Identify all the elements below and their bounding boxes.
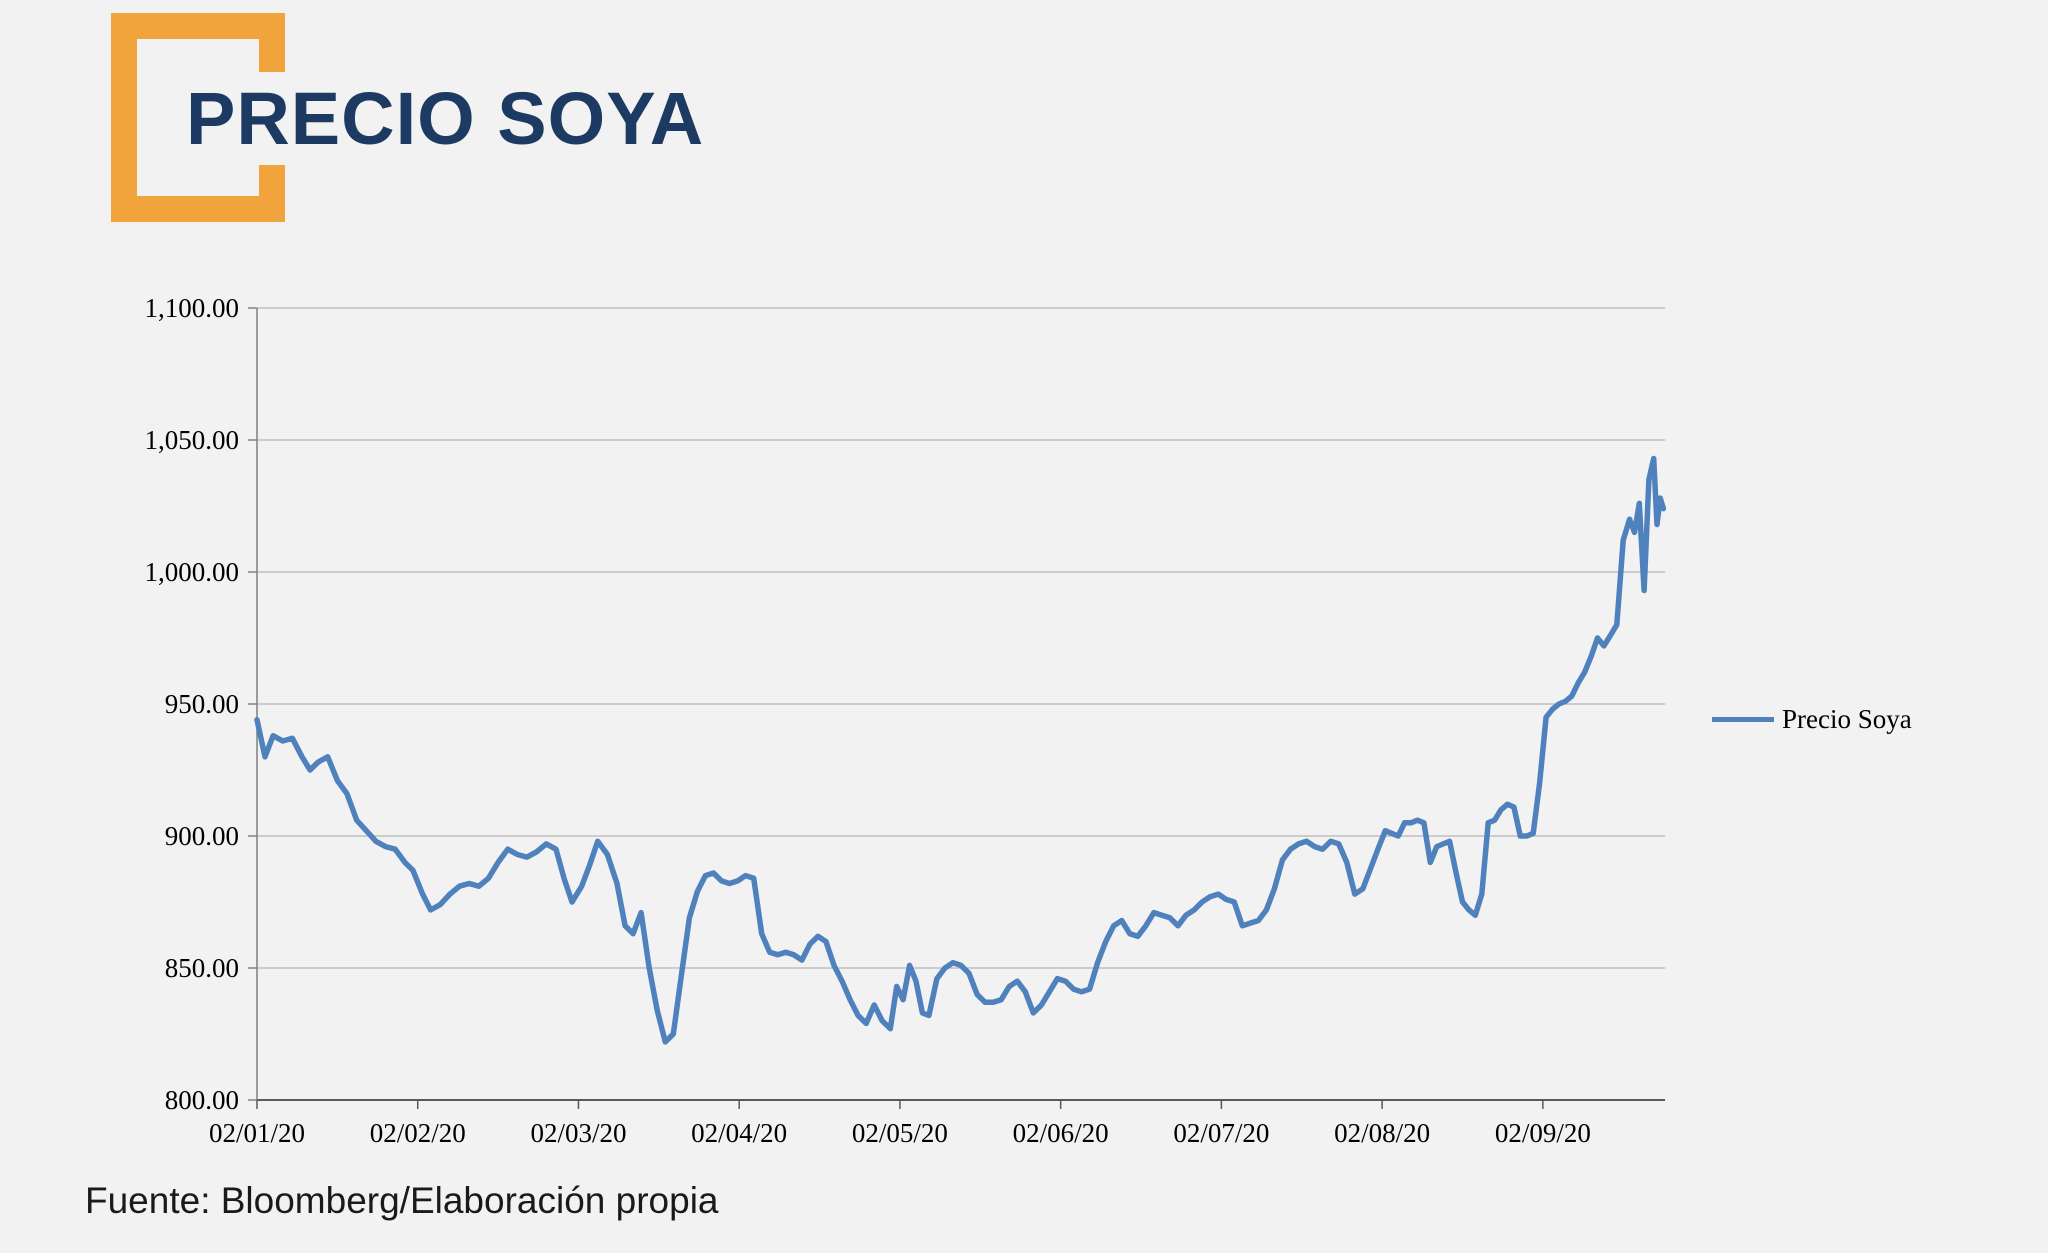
y-axis-label: 1,100.00 bbox=[145, 293, 240, 323]
page-title: PRECIO SOYA bbox=[150, 72, 729, 166]
x-axis-label: 02/08/20 bbox=[1334, 1118, 1430, 1148]
source-note: Fuente: Bloomberg/Elaboración propia bbox=[85, 1180, 719, 1221]
y-axis-label: 1,000.00 bbox=[145, 557, 240, 587]
legend: Precio Soya bbox=[1712, 704, 1912, 735]
x-axis-label: 02/02/20 bbox=[370, 1118, 466, 1148]
price-line bbox=[254, 455, 1667, 1045]
x-axis-label: 02/07/20 bbox=[1173, 1118, 1269, 1148]
y-axis-label: 1,050.00 bbox=[145, 425, 240, 455]
x-axis-label: 02/03/20 bbox=[530, 1118, 626, 1148]
x-axis-label: 02/04/20 bbox=[691, 1118, 787, 1148]
x-axis-label: 02/06/20 bbox=[1013, 1118, 1109, 1148]
price-chart-svg: 800.00 850.00 900.00 950.00 1,000.00 1,050.00… bbox=[145, 293, 1667, 1148]
y-axis-label: 900.00 bbox=[165, 821, 239, 851]
legend-label: Precio Soya bbox=[1782, 704, 1912, 734]
y-axis-label: 950.00 bbox=[165, 689, 239, 719]
y-axis-label: 850.00 bbox=[165, 953, 239, 983]
x-axis-label: 02/09/20 bbox=[1495, 1118, 1591, 1148]
x-axis-label: 02/05/20 bbox=[852, 1118, 948, 1148]
legend-line-swatch bbox=[1712, 717, 1774, 722]
x-axis-label: 02/01/20 bbox=[209, 1118, 305, 1148]
y-axis-label: 800.00 bbox=[165, 1085, 239, 1115]
